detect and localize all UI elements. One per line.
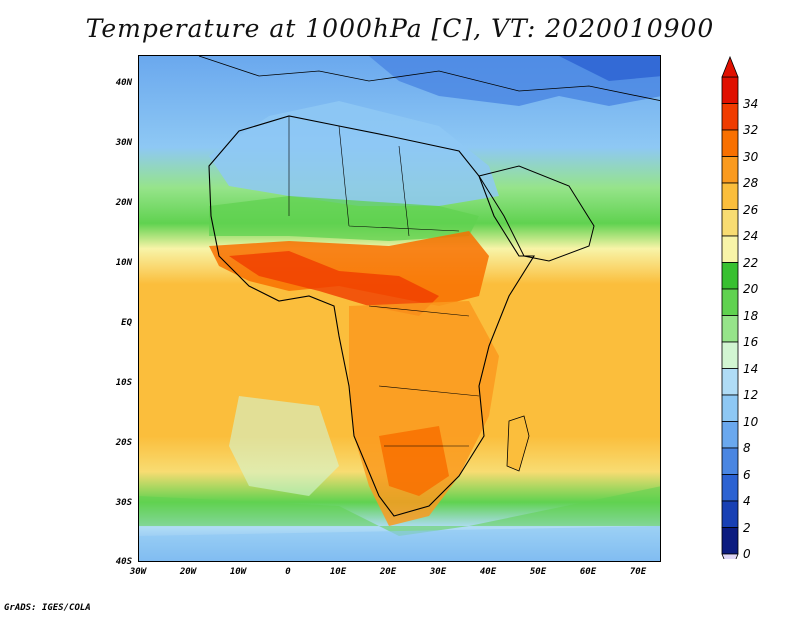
colorbar-box <box>721 76 739 104</box>
colorbar-box <box>721 156 739 184</box>
lat-label-30n: 30N <box>115 138 132 148</box>
colorbar-box <box>721 288 739 316</box>
europe-coastline <box>198 56 660 101</box>
lon-label-30w: 30W <box>129 567 147 577</box>
lon-label-60e: 60E <box>579 567 597 577</box>
colorbar-tick-label: 0 <box>743 547 751 561</box>
colorbar-box <box>721 315 739 343</box>
lon-label-10e: 10E <box>329 567 347 577</box>
colorbar-tick-label: 12 <box>743 388 759 402</box>
arabia-coastline <box>478 165 595 262</box>
colorbar-box <box>721 182 739 210</box>
colorbar-tick-label: 10 <box>743 414 759 429</box>
colorbar-tick-label: 28 <box>743 176 759 190</box>
colorbar-box <box>721 447 739 475</box>
lon-label-10w: 10W <box>229 567 247 577</box>
colorbar-tick-label: 30 <box>743 149 759 164</box>
colorbar-tick-label: 6 <box>743 467 751 482</box>
colorbar-tick-label: 14 <box>743 361 759 376</box>
lon-label-0: 0 <box>285 567 291 577</box>
lat-label-eq: EQ <box>121 318 132 328</box>
colorbar-tick-label: 34 <box>743 96 759 111</box>
colorbar-tick-label: 26 <box>743 202 759 217</box>
lat-label-20n: 20N <box>115 198 132 208</box>
colorbar-tick-label: 32 <box>743 123 759 137</box>
colorbar-box <box>721 394 739 422</box>
colorbar-tick-label: 18 <box>743 308 759 323</box>
map-title: Temperature at 1000hPa [C], VT: 20200109… <box>85 14 715 43</box>
africa-coastline <box>208 115 535 517</box>
footer-credit: GrADS: IGES/COLA <box>4 603 91 613</box>
colorbar-tick-label: 22 <box>743 255 759 270</box>
country-borders <box>288 116 480 447</box>
lat-label-10n: 10N <box>115 258 132 268</box>
lon-label-30e: 30E <box>429 567 447 577</box>
colorbar-low-arrow <box>721 553 739 559</box>
lat-label-10s: 10S <box>115 378 132 388</box>
colorbar-box <box>721 341 739 369</box>
lat-label-40n: 40N <box>115 78 132 88</box>
sahel-green-band <box>209 196 479 241</box>
atlantic-cool-patch <box>229 396 339 496</box>
lon-label-20w: 20W <box>179 567 197 577</box>
temperature-map <box>138 55 661 562</box>
colorbar <box>721 55 739 559</box>
colorbar-tick-label: 2 <box>743 520 751 535</box>
colorbar-box <box>721 209 739 237</box>
sahara-cool-region <box>209 101 499 206</box>
lon-label-50e: 50E <box>529 567 547 577</box>
colorbar-box <box>721 500 739 528</box>
southern-green-band <box>139 486 660 536</box>
colorbar-box <box>721 103 739 131</box>
lon-label-40e: 40E <box>479 567 497 577</box>
lon-label-70e: 70E <box>629 567 647 577</box>
colorbar-box <box>721 527 739 555</box>
colorbar-tick-label: 8 <box>743 441 751 455</box>
colorbar-box <box>721 368 739 396</box>
colorbar-tick-label: 24 <box>743 229 759 243</box>
southern-cool-band <box>139 526 660 561</box>
colorbar-box <box>721 421 739 449</box>
lat-label-40s: 40S <box>115 557 132 567</box>
lat-label-30s: 30S <box>115 498 132 508</box>
madagascar <box>506 415 530 472</box>
map-canvas <box>139 56 660 561</box>
colorbar-box <box>721 235 739 263</box>
lon-label-20e: 20E <box>379 567 397 577</box>
colorbar-tick-label: 4 <box>743 494 751 508</box>
colorbar-tick-label: 16 <box>743 335 759 349</box>
colorbar-tick-label: 20 <box>743 282 759 296</box>
colorbar-box <box>721 129 739 157</box>
colorbar-high-arrow <box>721 55 739 78</box>
colorbar-box <box>721 474 739 502</box>
kalahari-hot <box>379 426 449 496</box>
colorbar-boxes <box>721 76 739 555</box>
colorbar-box <box>721 262 739 290</box>
cold-region-mideast <box>559 56 660 81</box>
lat-label-20s: 20S <box>115 438 132 448</box>
hottest-core <box>229 251 439 316</box>
